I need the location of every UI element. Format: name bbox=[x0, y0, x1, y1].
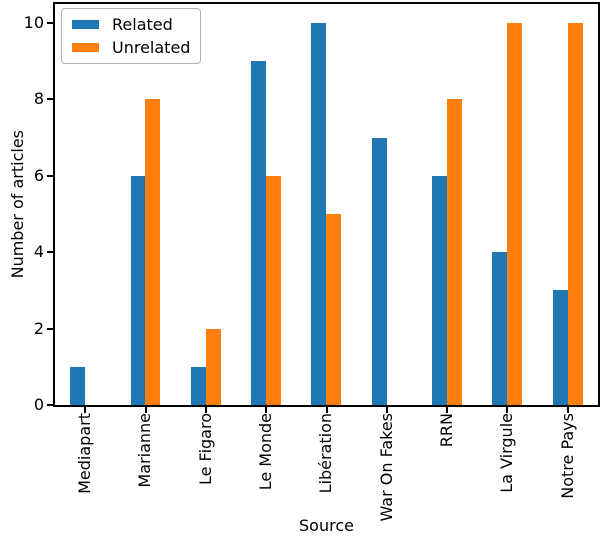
bar-unrelated-la-virgule bbox=[507, 23, 523, 405]
bar-related-mediapart bbox=[70, 366, 86, 405]
x-tick-mark-le-monde bbox=[265, 407, 268, 413]
legend-label-unrelated: Unrelated bbox=[112, 38, 191, 57]
bar-unrelated-notre-pays bbox=[567, 23, 583, 405]
legend-label-related: Related bbox=[112, 15, 173, 34]
bar-related-rrn bbox=[432, 175, 448, 405]
legend-item-unrelated: Unrelated bbox=[72, 38, 190, 57]
y-tick-label-4: 4 bbox=[33, 242, 44, 262]
y-tick-mark-4 bbox=[47, 251, 53, 254]
bar-group-rrn bbox=[417, 4, 477, 405]
legend-item-related: Related bbox=[72, 15, 190, 34]
x-tick-label-le-figaro: Le Figaro bbox=[195, 413, 215, 486]
y-tick-label-2: 2 bbox=[33, 318, 44, 338]
bar-unrelated-le-monde bbox=[266, 175, 282, 405]
x-label-cell-notre-pays: Notre Pays bbox=[538, 413, 598, 525]
y-tick-label-6: 6 bbox=[33, 165, 44, 185]
x-tick-mark-notre-pays bbox=[566, 407, 569, 413]
bar-group-mediapart bbox=[55, 4, 115, 405]
x-axis-labels: Mediapart Marianne Le Figaro Le Monde Libéra… bbox=[55, 413, 598, 525]
x-tick-label-marianne: Marianne bbox=[135, 413, 155, 488]
x-tick-label-la-virgule: La Virgule bbox=[497, 413, 517, 493]
bar-unrelated-marianne bbox=[145, 99, 161, 405]
x-tick-mark-mediapart bbox=[84, 407, 87, 413]
bar-related-liberation bbox=[311, 23, 327, 405]
y-axis-title: Number of articles bbox=[7, 130, 27, 279]
x-tick-label-le-monde: Le Monde bbox=[255, 413, 275, 491]
legend-swatch-unrelated bbox=[72, 43, 99, 52]
plot-area: 0 2 4 6 8 10 Related Unrelated bbox=[24, 2, 600, 413]
bar-related-le-figaro bbox=[190, 366, 206, 405]
legend: Related Unrelated bbox=[61, 8, 202, 64]
bar-unrelated-rrn bbox=[447, 99, 463, 405]
x-label-cell-mediapart: Mediapart bbox=[55, 413, 115, 525]
y-tick-mark-2 bbox=[47, 327, 53, 330]
x-tick-mark-marianne bbox=[144, 407, 147, 413]
bar-related-notre-pays bbox=[552, 290, 568, 405]
x-tick-mark-rrn bbox=[446, 407, 449, 413]
bar-related-war-on-fakes bbox=[371, 137, 387, 405]
y-tick-label-0: 0 bbox=[33, 395, 44, 414]
y-axis-title-box: Number of articles bbox=[6, 4, 30, 405]
bar-related-marianne bbox=[130, 175, 146, 405]
bar-group-liberation bbox=[296, 4, 356, 405]
x-tick-label-notre-pays: Notre Pays bbox=[557, 413, 577, 499]
x-label-cell-le-monde: Le Monde bbox=[236, 413, 296, 525]
bar-group-war-on-fakes bbox=[357, 4, 417, 405]
legend-swatch-related bbox=[72, 20, 99, 29]
bar-group-le-figaro bbox=[176, 4, 236, 405]
x-label-cell-rrn: RRN bbox=[417, 413, 477, 525]
x-label-cell-war-on-fakes: War On Fakes bbox=[357, 413, 417, 525]
x-tick-mark-war-on-fakes bbox=[385, 407, 388, 413]
x-tick-mark-la-virgule bbox=[506, 407, 509, 413]
y-tick-label-8: 8 bbox=[33, 89, 44, 109]
x-tick-mark-liberation bbox=[325, 407, 328, 413]
x-tick-label-mediapart: Mediapart bbox=[74, 413, 94, 494]
bar-group-marianne bbox=[115, 4, 175, 405]
y-tick-mark-8 bbox=[47, 98, 53, 101]
y-tick-label-10: 10 bbox=[23, 13, 44, 33]
x-label-cell-marianne: Marianne bbox=[115, 413, 175, 525]
x-label-cell-liberation: Libération bbox=[296, 413, 356, 525]
x-label-cell-la-virgule: La Virgule bbox=[477, 413, 537, 525]
y-tick-mark-6 bbox=[47, 174, 53, 177]
x-tick-label-liberation: Libération bbox=[316, 413, 336, 494]
y-tick-mark-10 bbox=[47, 22, 53, 25]
x-label-cell-le-figaro: Le Figaro bbox=[176, 413, 236, 525]
x-tick-label-rrn: RRN bbox=[436, 413, 456, 448]
bar-unrelated-le-figaro bbox=[205, 328, 221, 405]
bars-layer bbox=[55, 4, 598, 405]
x-axis-title: Source bbox=[299, 516, 354, 535]
bar-unrelated-liberation bbox=[326, 214, 342, 405]
x-tick-label-war-on-fakes: War On Fakes bbox=[376, 413, 396, 522]
bar-related-le-monde bbox=[251, 61, 267, 405]
bar-group-le-monde bbox=[236, 4, 296, 405]
y-tick-mark-0 bbox=[47, 404, 53, 406]
bar-group-notre-pays bbox=[538, 4, 598, 405]
bar-related-la-virgule bbox=[492, 252, 508, 405]
bar-group-la-virgule bbox=[477, 4, 537, 405]
x-tick-mark-le-figaro bbox=[204, 407, 207, 413]
